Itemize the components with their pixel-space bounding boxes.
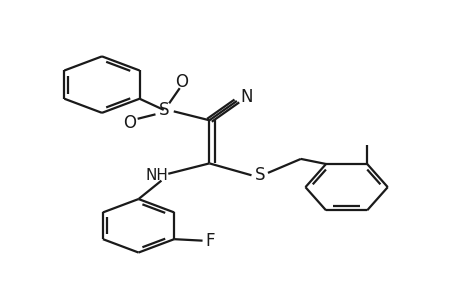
- Text: N: N: [240, 88, 252, 106]
- Text: NH: NH: [145, 168, 168, 183]
- Text: S: S: [254, 166, 264, 184]
- Text: O: O: [175, 73, 188, 91]
- Text: O: O: [123, 114, 135, 132]
- Text: S: S: [158, 101, 168, 119]
- Text: F: F: [205, 232, 214, 250]
